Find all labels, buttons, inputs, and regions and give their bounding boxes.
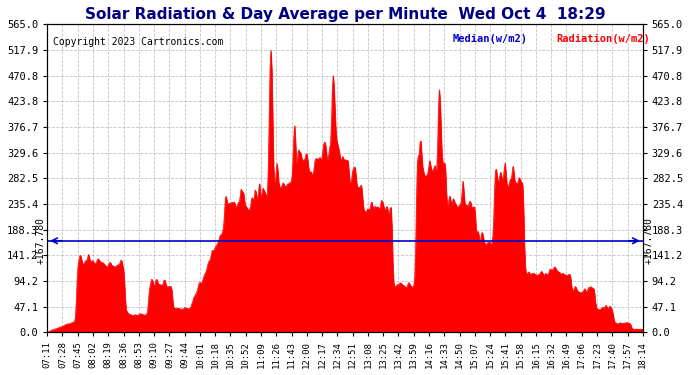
Text: Radiation(w/m2): Radiation(w/m2) xyxy=(556,34,650,44)
Text: Copyright 2023 Cartronics.com: Copyright 2023 Cartronics.com xyxy=(53,37,224,47)
Text: +167.780: +167.780 xyxy=(644,217,654,264)
Text: Median(w/m2): Median(w/m2) xyxy=(452,34,527,44)
Title: Solar Radiation & Day Average per Minute  Wed Oct 4  18:29: Solar Radiation & Day Average per Minute… xyxy=(85,7,605,22)
Text: +167.780: +167.780 xyxy=(36,217,46,264)
